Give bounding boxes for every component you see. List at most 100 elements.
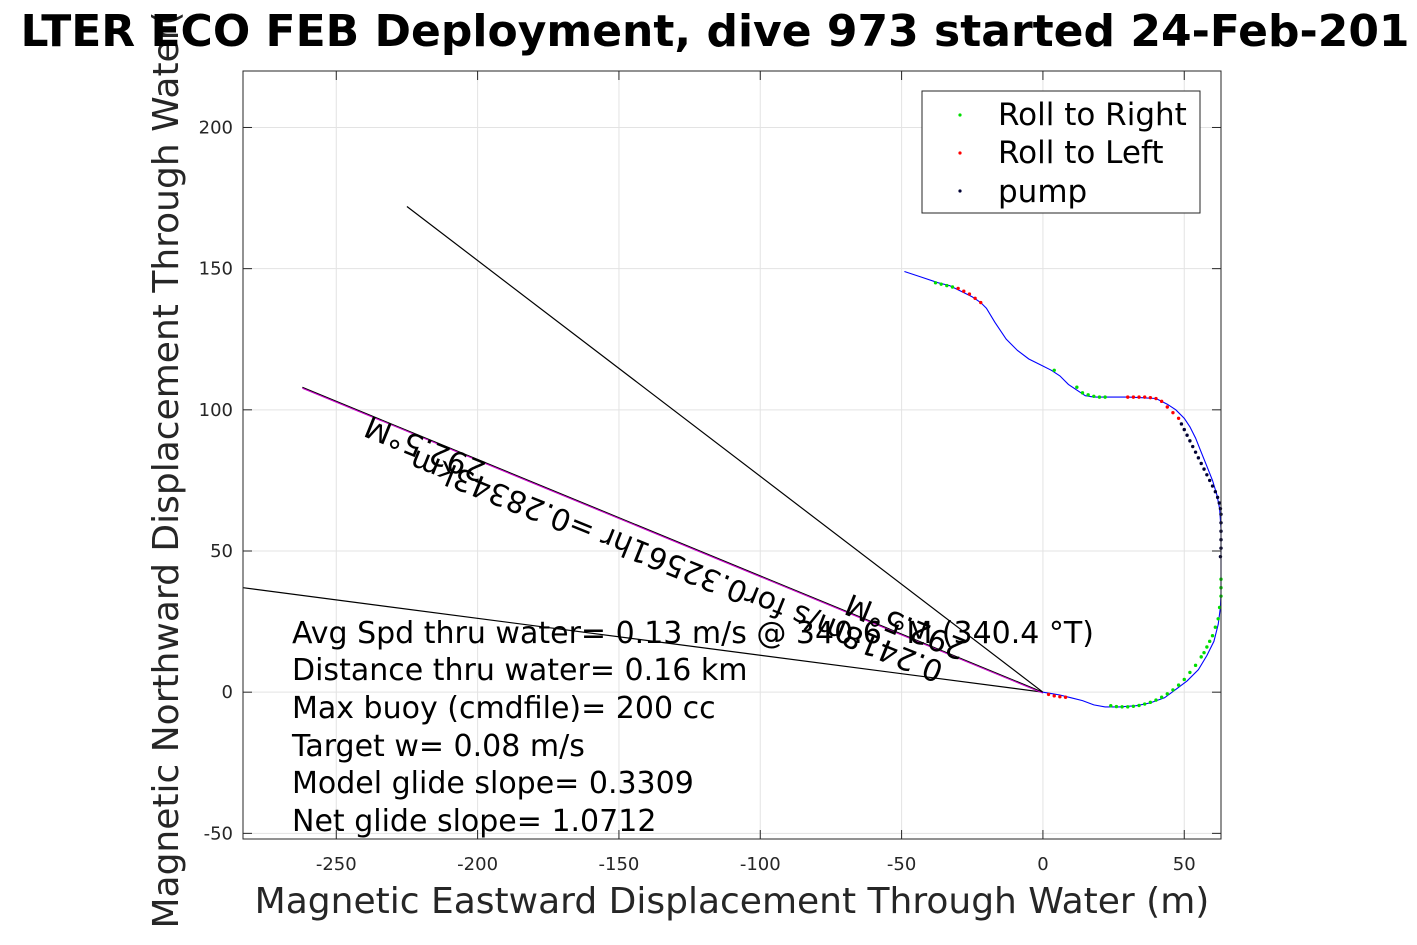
roll-left-point bbox=[1046, 692, 1051, 697]
roll-right-point bbox=[1103, 395, 1107, 399]
reference-line bbox=[406, 206, 1044, 693]
roll-right-point bbox=[939, 282, 943, 286]
roll-left-point bbox=[1131, 395, 1136, 399]
reference-line bbox=[242, 587, 1044, 693]
roll-right-point bbox=[1092, 394, 1096, 398]
roll-right-point bbox=[1131, 704, 1136, 708]
annotation-distance: Distance thru water= 0.16 km bbox=[292, 653, 747, 688]
roll-right-point bbox=[933, 281, 938, 285]
roll-right-point bbox=[1199, 655, 1203, 659]
legend-label-roll-left: Roll to Left bbox=[998, 135, 1164, 171]
roll-right-point bbox=[1188, 670, 1192, 675]
roll-right-point bbox=[1176, 683, 1181, 687]
legend-marker-pump bbox=[958, 189, 962, 193]
roll-left-point bbox=[1063, 695, 1068, 699]
annotation-net-glide: Net glide slope= 1.0712 bbox=[292, 804, 656, 839]
roll-right-point bbox=[1165, 692, 1169, 696]
x-ticks: -250 -200 -150 -100 -50 0 50 bbox=[316, 71, 1196, 875]
y-axis-label: Magnetic Northward Displacement Through … bbox=[146, 11, 187, 928]
roll-left-point bbox=[1058, 694, 1062, 699]
roll-right-point bbox=[945, 283, 949, 288]
annotation-block: Avg Spd thru water= 0.13 m/s @ 340.6 °M … bbox=[291, 616, 1094, 839]
roll-right-point bbox=[1205, 645, 1209, 649]
roll-right-point bbox=[1142, 702, 1147, 706]
heading-line-group bbox=[302, 386, 1044, 694]
y-tick-label: -50 bbox=[204, 823, 233, 844]
roll-right-point bbox=[950, 285, 955, 289]
x-tick-label: 0 bbox=[1037, 854, 1048, 875]
legend-marker-roll-left bbox=[958, 151, 962, 155]
pump-point bbox=[1218, 554, 1223, 559]
annotation-model-glide: Model glide slope= 0.3309 bbox=[292, 766, 694, 801]
roll-left-point bbox=[962, 289, 966, 293]
pump-point bbox=[1207, 478, 1212, 483]
x-tick-label: -200 bbox=[457, 854, 498, 875]
roll-right-point bbox=[1202, 650, 1206, 655]
roll-right-point bbox=[1154, 698, 1158, 702]
x-axis-label: Magnetic Eastward Displacement Through W… bbox=[255, 881, 1210, 922]
roll-left-point bbox=[979, 300, 983, 305]
roll-right-point bbox=[1080, 391, 1085, 395]
x-tick-label: -150 bbox=[599, 854, 640, 875]
roll-right-point bbox=[1210, 634, 1215, 638]
roll-right-point bbox=[1126, 705, 1130, 709]
grid-lines bbox=[243, 71, 1221, 839]
roll-left-point bbox=[1159, 399, 1164, 404]
y-tick-label: 200 bbox=[199, 117, 233, 138]
axes-frame bbox=[242, 70, 1222, 840]
roll-left-point bbox=[1154, 396, 1158, 401]
pump-point bbox=[1191, 444, 1195, 449]
pump-point bbox=[1182, 427, 1186, 432]
pump-point bbox=[1188, 439, 1192, 443]
y-ticks: -50 0 50 100 150 200 bbox=[199, 117, 1221, 844]
roll-right-point bbox=[1207, 639, 1212, 644]
x-tick-label: -250 bbox=[316, 854, 357, 875]
pump-point bbox=[1202, 467, 1206, 471]
chart-title: LTER ECO FEB Deployment, dive 973 starte… bbox=[20, 6, 1409, 57]
y-tick-label: 100 bbox=[199, 400, 233, 421]
roll-left-point bbox=[1148, 395, 1153, 400]
roll-right-point bbox=[1137, 703, 1141, 708]
track-group bbox=[904, 270, 1222, 708]
heading-line bbox=[302, 387, 1044, 694]
track-line bbox=[904, 270, 1222, 708]
roll-right-point bbox=[1114, 704, 1119, 709]
annotation-max-buoy: Max buoy (cmdfile)= 200 cc bbox=[292, 691, 716, 726]
roll-right-point bbox=[1109, 704, 1113, 708]
y-tick-label: 0 bbox=[222, 682, 233, 703]
roll-right-point bbox=[1217, 605, 1222, 610]
pump-point bbox=[1210, 484, 1215, 488]
roll-left-point bbox=[1137, 395, 1141, 399]
roll-left-point bbox=[1171, 410, 1175, 415]
pump-point bbox=[1213, 490, 1218, 494]
legend-label-pump: pump bbox=[998, 174, 1087, 210]
roll-right-point bbox=[1193, 663, 1198, 668]
roll-right-point bbox=[1171, 688, 1175, 692]
pump-point bbox=[1179, 422, 1184, 426]
heading-line-black bbox=[302, 386, 1044, 693]
x-tick-label: -50 bbox=[887, 854, 916, 875]
roll-left-point bbox=[1176, 416, 1181, 420]
roll-left-point bbox=[1165, 405, 1169, 409]
roll-left-point bbox=[973, 296, 977, 300]
roll-right-point bbox=[1052, 368, 1056, 372]
pump-point bbox=[1215, 495, 1220, 500]
annotation-target-w: Target w= 0.08 m/s bbox=[291, 729, 585, 764]
roll-right-point bbox=[1097, 395, 1102, 399]
marker-group bbox=[933, 281, 1223, 709]
x-tick-label: -100 bbox=[740, 854, 781, 875]
pump-point bbox=[1205, 473, 1209, 477]
pump-point bbox=[1193, 450, 1198, 454]
roll-right-point bbox=[1120, 705, 1124, 709]
pump-point bbox=[1199, 461, 1203, 466]
roll-right-point bbox=[1159, 695, 1164, 699]
pump-point bbox=[1185, 433, 1189, 437]
legend-box bbox=[921, 90, 1201, 214]
annotation-avg-speed: Avg Spd thru water= 0.13 m/s @ 340.6 °M … bbox=[292, 616, 1094, 651]
legend-label-roll-right: Roll to Right bbox=[998, 97, 1187, 133]
roll-left-point bbox=[967, 292, 972, 296]
y-tick-label: 150 bbox=[199, 259, 233, 280]
roll-right-point bbox=[1075, 385, 1079, 389]
pump-point bbox=[1218, 506, 1223, 511]
